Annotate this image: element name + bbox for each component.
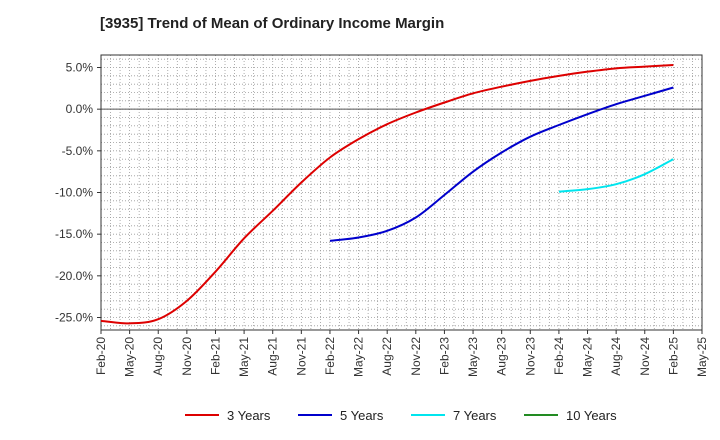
x-tick-label: Feb-22 [323,337,337,375]
x-tick-label: Feb-21 [208,337,222,375]
legend-label: 5 Years [340,407,384,423]
x-tick-label: Nov-20 [180,337,194,376]
chart-title: [3935] Trend of Mean of Ordinary Income … [100,15,445,32]
legend-swatch [298,414,332,416]
x-tick-label: Feb-23 [437,337,451,375]
x-tick-label: Aug-21 [266,337,280,376]
x-tick-label: Aug-24 [609,337,623,376]
legend-swatch [411,414,445,416]
y-tick-label: -5.0% [62,144,94,158]
x-tick-label: Feb-20 [94,337,108,375]
legend-item: 10 Years [524,404,617,426]
axes: 5.0%0.0%-5.0%-10.0%-15.0%-20.0%-25.0%Feb… [55,54,709,377]
grid-lines [100,55,703,330]
legend: 3 Years 5 Years 7 Years 10 Years [0,404,720,426]
legend-label: 7 Years [453,407,497,423]
x-tick-label: May-20 [123,337,137,377]
series-lines [100,64,674,325]
y-tick-label: 0.0% [66,102,94,116]
legend-item: 5 Years [298,404,383,426]
y-tick-label: -25.0% [55,311,93,325]
series-line-1 [100,64,674,325]
x-tick-label: Aug-20 [151,337,165,376]
x-tick-label: May-22 [352,337,366,377]
legend-swatch [524,414,558,416]
x-tick-label: May-23 [466,337,480,377]
x-tick-label: May-21 [237,337,251,377]
x-tick-label: May-25 [695,337,709,377]
y-tick-label: -15.0% [55,227,93,241]
x-tick-label: Feb-24 [552,337,566,375]
series-line-2 [329,86,674,242]
y-tick-label: -10.0% [55,186,93,200]
y-tick-label: 5.0% [66,61,94,75]
x-tick-label: May-24 [581,337,595,377]
x-tick-label: Nov-24 [638,337,652,376]
x-tick-label: Nov-22 [409,337,423,376]
x-tick-label: Aug-23 [495,337,509,376]
legend-label: 3 Years [227,407,271,423]
legend-label: 10 Years [566,407,617,423]
y-tick-label: -20.0% [55,269,93,283]
legend-item: 3 Years [185,404,270,426]
x-tick-label: Aug-22 [380,337,394,376]
legend-item: 7 Years [411,404,496,426]
series-line-3 [558,158,674,193]
x-tick-label: Feb-25 [666,337,680,375]
legend-swatch [185,414,219,416]
x-tick-label: Nov-21 [294,337,308,376]
x-tick-label: Nov-23 [523,337,537,376]
